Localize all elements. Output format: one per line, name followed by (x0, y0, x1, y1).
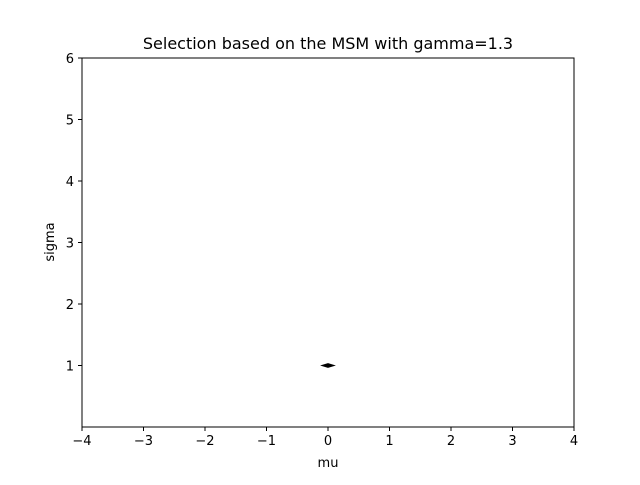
x-tick-label: 4 (570, 434, 578, 449)
y-tick-label: 5 (66, 114, 74, 129)
x-tick-label: 1 (385, 434, 393, 449)
x-tick-label: −1 (257, 434, 276, 449)
x-tick-label: 2 (447, 434, 455, 449)
series-contour-0 (320, 363, 336, 368)
x-tick-label: −3 (134, 434, 153, 449)
x-axis-label: mu (318, 456, 339, 471)
x-tick-label: −2 (195, 434, 214, 449)
y-tick-label: 1 (66, 360, 74, 375)
x-tick-label: −4 (72, 434, 91, 449)
x-axis-ticks: −4 −3 −2 −1 0 1 2 3 4 (72, 427, 578, 449)
chart-title: Selection based on the MSM with gamma=1.… (143, 34, 513, 53)
y-axis-ticks: 1 2 3 4 5 6 (66, 52, 82, 375)
y-tick-label: 3 (66, 237, 74, 252)
y-axis-label: sigma (43, 222, 58, 261)
series-layer (320, 363, 336, 368)
x-tick-label: 0 (324, 434, 332, 449)
x-tick-label: 3 (508, 434, 516, 449)
y-tick-label: 6 (66, 52, 74, 67)
y-tick-label: 2 (66, 298, 74, 313)
plot-area-frame (81, 57, 575, 428)
y-tick-label: 4 (66, 175, 74, 190)
